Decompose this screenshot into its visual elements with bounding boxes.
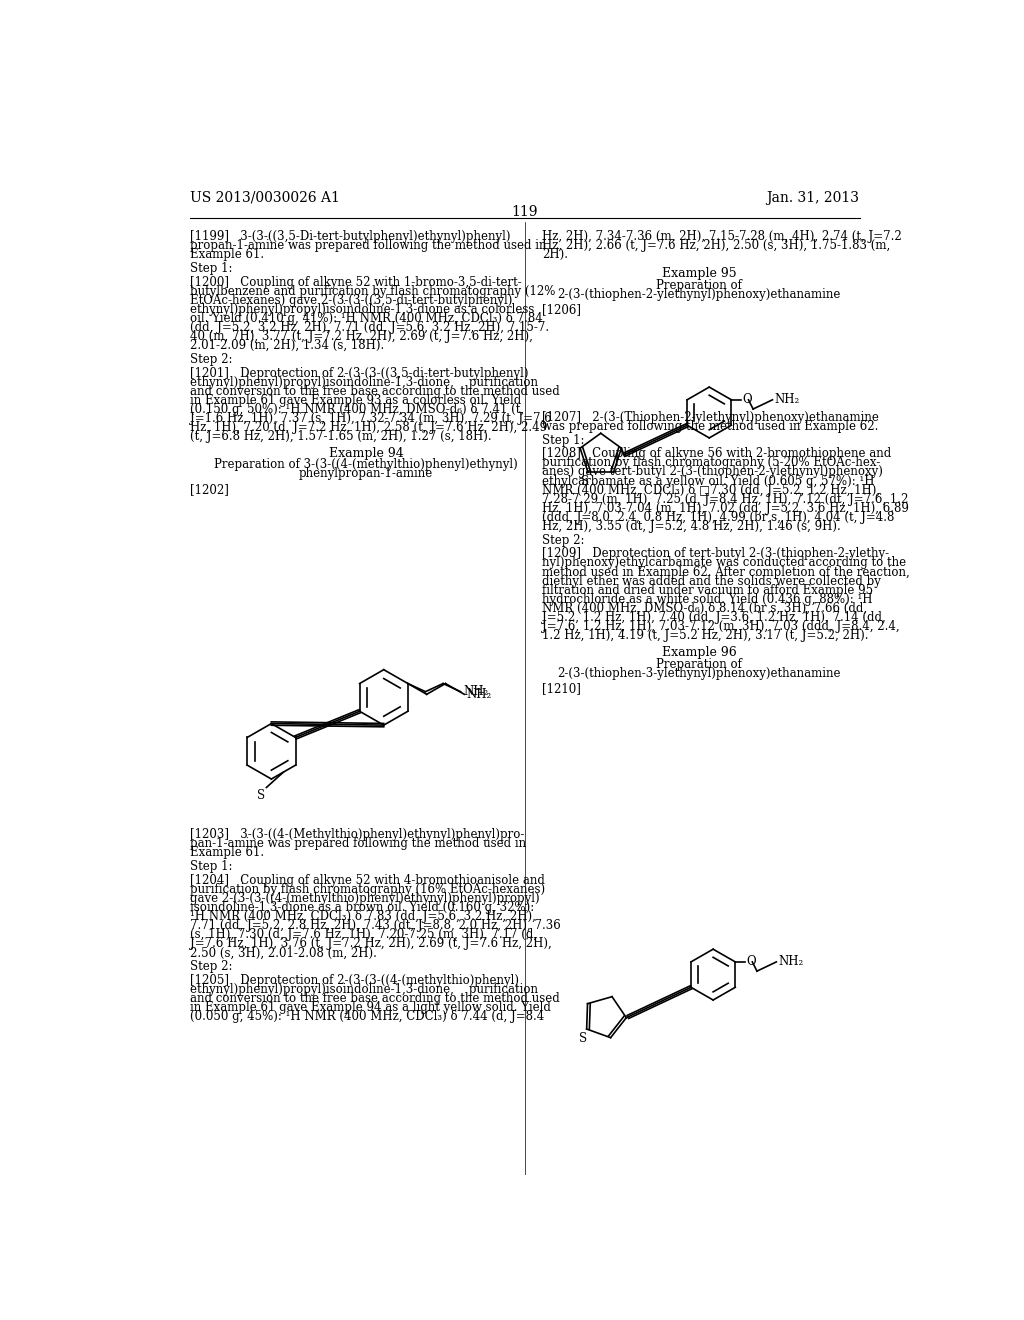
Text: (dd, J=5.2, 3.2 Hz, 2H), 7.71 (dd, J=5.6, 3.2 Hz, 2H), 7.15-7.: (dd, J=5.2, 3.2 Hz, 2H), 7.71 (dd, J=5.6… — [190, 321, 549, 334]
Text: NH₂: NH₂ — [467, 688, 492, 701]
Text: oil. Yield (0.410 g, 41%): ¹H NMR (400 MHz, CDCl₃) δ 7.84: oil. Yield (0.410 g, 41%): ¹H NMR (400 M… — [190, 312, 543, 325]
Text: 2.01-2.09 (m, 2H), 1.34 (s, 18H).: 2.01-2.09 (m, 2H), 1.34 (s, 18H). — [190, 339, 384, 352]
Text: J=7.6 Hz, 1H), 3.76 (t, J=7.2 Hz, 2H), 2.69 (t, J=7.6 Hz, 2H),: J=7.6 Hz, 1H), 3.76 (t, J=7.2 Hz, 2H), 2… — [190, 937, 552, 950]
Text: filtration and dried under vacuum to afford Example 95: filtration and dried under vacuum to aff… — [542, 583, 873, 597]
Text: [1204]   Coupling of alkyne 52 with 4-bromothioanisole and: [1204] Coupling of alkyne 52 with 4-brom… — [190, 874, 545, 887]
Text: [1203]   3-(3-((4-(Methylthio)phenyl)ethynyl)phenyl)pro-: [1203] 3-(3-((4-(Methylthio)phenyl)ethyn… — [190, 829, 524, 841]
Text: Hz, 2H), 3.55 (dt, J=5.2, 4.8 Hz, 2H), 1.46 (s, 9H).: Hz, 2H), 3.55 (dt, J=5.2, 4.8 Hz, 2H), 1… — [542, 520, 841, 533]
Text: EtOAc-hexanes) gave 2-(3-(3-((3,5-di-tert-butylphenyl): EtOAc-hexanes) gave 2-(3-(3-((3,5-di-ter… — [190, 294, 512, 306]
Text: and conversion to the free base according to the method used: and conversion to the free base accordin… — [190, 385, 560, 397]
Text: J=7.6, 1.2 Hz, 1H), 7.03-7.12 (m, 3H), 7.03 (ddd, J=8.4, 2.4,: J=7.6, 1.2 Hz, 1H), 7.03-7.12 (m, 3H), 7… — [542, 620, 899, 634]
Text: Example 61.: Example 61. — [190, 248, 264, 261]
Text: 2-(3-(thiophen-3-ylethynyl)phenoxy)ethanamine: 2-(3-(thiophen-3-ylethynyl)phenoxy)ethan… — [557, 667, 841, 680]
Text: ethylcarbamate as a yellow oil. Yield (0.605 g, 57%): ¹H: ethylcarbamate as a yellow oil. Yield (0… — [542, 475, 874, 487]
Text: nyl)phenoxy)ethylcarbamate was conducted according to the: nyl)phenoxy)ethylcarbamate was conducted… — [542, 557, 906, 569]
Text: Jan. 31, 2013: Jan. 31, 2013 — [767, 191, 859, 205]
Text: [1206]: [1206] — [542, 304, 581, 315]
Text: purification by flash chromatography (5-20% EtOAc-hex-: purification by flash chromatography (5-… — [542, 457, 880, 470]
Text: Preparation of: Preparation of — [656, 279, 742, 292]
Text: Hz, 2H), 2.66 (t, J=7.6 Hz, 2H), 2.50 (s, 3H), 1.75-1.83 (m,: Hz, 2H), 2.66 (t, J=7.6 Hz, 2H), 2.50 (s… — [542, 239, 890, 252]
Text: 2H).: 2H). — [542, 248, 568, 261]
Text: [1207]   2-(3-(Thiophen-2-ylethynyl)phenoxy)ethanamine: [1207] 2-(3-(Thiophen-2-ylethynyl)phenox… — [542, 411, 879, 424]
Text: [1200]   Coupling of alkyne 52 with 1-bromo-3,5-di-tert-: [1200] Coupling of alkyne 52 with 1-brom… — [190, 276, 522, 289]
Text: 2-(3-(thiophen-2-ylethynyl)phenoxy)ethanamine: 2-(3-(thiophen-2-ylethynyl)phenoxy)ethan… — [557, 288, 841, 301]
Text: J=5.2, 1.2 Hz, 1H), 7.40 (dd, J=3.6, 1.2 Hz, 1H), 7.14 (dd,: J=5.2, 1.2 Hz, 1H), 7.40 (dd, J=3.6, 1.2… — [542, 611, 886, 624]
Text: Example 96: Example 96 — [662, 645, 736, 659]
Text: (0.150 g, 50%): ¹H NMR (400 MHz, DMSO-d₆) δ 7.41 (t,: (0.150 g, 50%): ¹H NMR (400 MHz, DMSO-d₆… — [190, 403, 524, 416]
Text: Step 1:: Step 1: — [190, 861, 232, 873]
Text: S: S — [580, 1032, 588, 1045]
Text: ethynyl)phenyl)propyl)isoindoline-1,3-dione,    purification: ethynyl)phenyl)propyl)isoindoline-1,3-di… — [190, 983, 538, 997]
Text: in Example 61 gave Example 93 as a colorless oil. Yield: in Example 61 gave Example 93 as a color… — [190, 393, 521, 407]
Text: Hz, 1H), 7.20 (d, J=7.2 Hz, 1H), 2.58 (t, J=7.6 Hz, 2H), 2.49: Hz, 1H), 7.20 (d, J=7.2 Hz, 1H), 2.58 (t… — [190, 421, 547, 434]
Text: NH₂: NH₂ — [775, 393, 800, 407]
Text: 7.28-7.29 (m, 1H), 7.25 (d, J=8.4 Hz, 1H), 7.12 (dt, J=7.6, 1.2: 7.28-7.29 (m, 1H), 7.25 (d, J=8.4 Hz, 1H… — [542, 492, 908, 506]
Text: Step 2:: Step 2: — [542, 533, 585, 546]
Text: isoindoline-1,3-dione as a brown oil. Yield (0.160 g, 32%):: isoindoline-1,3-dione as a brown oil. Yi… — [190, 902, 535, 915]
Text: phenylpropan-1-amine: phenylpropan-1-amine — [299, 467, 433, 480]
Text: O: O — [742, 393, 752, 407]
Text: 1.2 Hz, 1H), 4.19 (t, J=5.2 Hz, 2H), 3.17 (t, J=5.2, 2H).: 1.2 Hz, 1H), 4.19 (t, J=5.2 Hz, 2H), 3.1… — [542, 630, 868, 642]
Text: [1208]   Coupling of alkyne 56 with 2-bromothiophene and: [1208] Coupling of alkyne 56 with 2-brom… — [542, 447, 891, 461]
Text: NMR (400 MHz, CDCl₃) δ □7.30 (dd, J=5.2, 1.2 Hz, 1H),: NMR (400 MHz, CDCl₃) δ □7.30 (dd, J=5.2,… — [542, 483, 880, 496]
Text: method used in Example 62. After completion of the reaction,: method used in Example 62. After complet… — [542, 565, 909, 578]
Text: Step 1:: Step 1: — [542, 433, 585, 446]
Text: (ddd, J=8.0, 2.4, 0.8 Hz, 1H), 4.99 (br s, 1H), 4.04 (t, J=4.8: (ddd, J=8.0, 2.4, 0.8 Hz, 1H), 4.99 (br … — [542, 511, 894, 524]
Text: S: S — [257, 789, 265, 803]
Text: 40 (m, 7H), 3.77 (t, J=7.2 Hz, 2H), 2.69 (t, J=7.6 Hz, 2H),: 40 (m, 7H), 3.77 (t, J=7.2 Hz, 2H), 2.69… — [190, 330, 532, 343]
Text: pan-1-amine was prepared following the method used in: pan-1-amine was prepared following the m… — [190, 837, 526, 850]
Text: Step 1:: Step 1: — [190, 261, 232, 275]
Text: hydrochloride as a white solid. Yield (0.436 g, 88%): ¹H: hydrochloride as a white solid. Yield (0… — [542, 593, 872, 606]
Text: Hz, 1H), 7.03-7.04 (m, 1H), 7.02 (dd, J=5.2, 3.6 Hz, 1H), 6.89: Hz, 1H), 7.03-7.04 (m, 1H), 7.02 (dd, J=… — [542, 502, 908, 515]
Text: [1202]: [1202] — [190, 483, 229, 496]
Text: (s, 1H), 7.30 (d, J=7.6 Hz, 1H), 7.20-7.25 (m, 3H), 7.17 (d,: (s, 1H), 7.30 (d, J=7.6 Hz, 1H), 7.20-7.… — [190, 928, 538, 941]
Text: 7.71 (dd, J=5.2, 2.8 Hz, 2H), 7.43 (dt, J=8.8, 2.0 Hz, 2H), 7.36: 7.71 (dd, J=5.2, 2.8 Hz, 2H), 7.43 (dt, … — [190, 919, 561, 932]
Text: NH₂: NH₂ — [778, 956, 804, 969]
Text: Step 2:: Step 2: — [190, 960, 232, 973]
Text: ethynyl)phenyl)propyl)isoindoline-1,3-dione as a colorless: ethynyl)phenyl)propyl)isoindoline-1,3-di… — [190, 302, 535, 315]
Text: ethynyl)phenyl)propyl)isoindoline-1,3-dione,    purification: ethynyl)phenyl)propyl)isoindoline-1,3-di… — [190, 376, 538, 388]
Text: ¹H NMR (400 MHz, CDCl₃) δ 7.83 (dd, J=5.6, 3.2 Hz, 2H),: ¹H NMR (400 MHz, CDCl₃) δ 7.83 (dd, J=5.… — [190, 911, 536, 923]
Text: O: O — [746, 956, 756, 969]
Text: Hz, 2H), 7.34-7.36 (m, 2H), 7.15-7.28 (m, 4H), 2.74 (t, J=7.2: Hz, 2H), 7.34-7.36 (m, 2H), 7.15-7.28 (m… — [542, 230, 901, 243]
Text: propan-1-amine was prepared following the method used in: propan-1-amine was prepared following th… — [190, 239, 547, 252]
Text: US 2013/0030026 A1: US 2013/0030026 A1 — [190, 191, 340, 205]
Text: Step 2:: Step 2: — [190, 352, 232, 366]
Text: Preparation of: Preparation of — [656, 659, 742, 671]
Text: [1209]   Deprotection of tert-butyl 2-(3-(thiophen-2-ylethy-: [1209] Deprotection of tert-butyl 2-(3-(… — [542, 548, 889, 561]
Text: J=1.6 Hz, 1H), 7.37 (s, 1H), 7.32-7.34 (m, 3H), 7.29 (t, J=7.6: J=1.6 Hz, 1H), 7.37 (s, 1H), 7.32-7.34 (… — [190, 412, 552, 425]
Text: 119: 119 — [512, 205, 538, 219]
Text: [1201]   Deprotection of 2-(3-(3-((3,5-di-tert-butylphenyl): [1201] Deprotection of 2-(3-(3-((3,5-di-… — [190, 367, 528, 380]
Text: diethyl ether was added and the solids were collected by: diethyl ether was added and the solids w… — [542, 574, 881, 587]
Text: and conversion to the free base according to the method used: and conversion to the free base accordin… — [190, 993, 560, 1005]
Text: Preparation of 3-(3-((4-(methylthio)phenyl)ethynyl): Preparation of 3-(3-((4-(methylthio)phen… — [214, 458, 518, 471]
Text: purification by flash chromatography (16% EtOAc-hexanes): purification by flash chromatography (16… — [190, 883, 545, 896]
Text: Example 61.: Example 61. — [190, 846, 264, 859]
Text: gave 2-(3-(3-((4-(methylthio)phenyl)ethynyl)phenyl)propyl): gave 2-(3-(3-((4-(methylthio)phenyl)ethy… — [190, 892, 540, 906]
Text: (t, J=6.8 Hz, 2H), 1.57-1.65 (m, 2H), 1.27 (s, 18H).: (t, J=6.8 Hz, 2H), 1.57-1.65 (m, 2H), 1.… — [190, 430, 492, 444]
Text: in Example 61 gave Example 94 as a light yellow solid. Yield: in Example 61 gave Example 94 as a light… — [190, 1002, 551, 1014]
Text: 2.50 (s, 3H), 2.01-2.08 (m, 2H).: 2.50 (s, 3H), 2.01-2.08 (m, 2H). — [190, 946, 377, 960]
Text: butylbenzene and purification by flash chromatography (12%: butylbenzene and purification by flash c… — [190, 285, 555, 298]
Text: S: S — [581, 475, 589, 488]
Text: [1199]   3-(3-((3,5-Di-tert-butylphenyl)ethynyl)phenyl): [1199] 3-(3-((3,5-Di-tert-butylphenyl)et… — [190, 230, 511, 243]
Text: [1205]   Deprotection of 2-(3-(3-((4-(methylthio)phenyl): [1205] Deprotection of 2-(3-(3-((4-(meth… — [190, 974, 519, 987]
Text: Example 94: Example 94 — [329, 447, 403, 459]
Text: [1210]: [1210] — [542, 682, 581, 696]
Text: Example 95: Example 95 — [662, 267, 736, 280]
Text: NH₂: NH₂ — [463, 685, 488, 698]
Text: was prepared following the method used in Example 62.: was prepared following the method used i… — [542, 420, 879, 433]
Text: anes) gave tert-butyl 2-(3-(thiophen-2-ylethynyl)phenoxy): anes) gave tert-butyl 2-(3-(thiophen-2-y… — [542, 466, 883, 478]
Text: NMR (400 MHz, DMSO-d₆) δ 8.14 (br s, 3H), 7.66 (dd,: NMR (400 MHz, DMSO-d₆) δ 8.14 (br s, 3H)… — [542, 602, 867, 615]
Text: (0.050 g, 45%): ¹H NMR (400 MHz, CDCl₃) δ 7.44 (d, J=8.4: (0.050 g, 45%): ¹H NMR (400 MHz, CDCl₃) … — [190, 1010, 544, 1023]
